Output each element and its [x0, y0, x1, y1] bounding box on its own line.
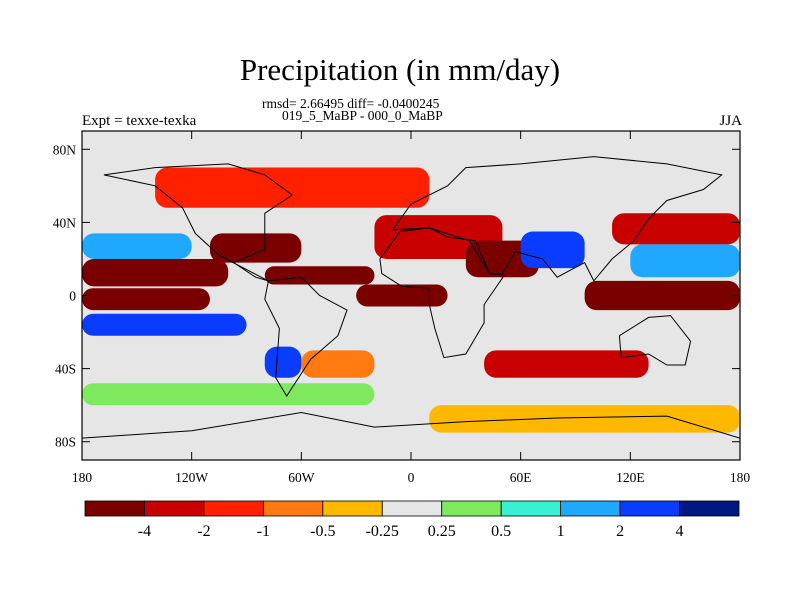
x-tick-label: 120W	[175, 470, 208, 485]
colorbar-swatch	[84, 500, 145, 517]
colorbar-swatch	[441, 500, 502, 517]
colorbar-swatch	[560, 500, 621, 517]
anomaly-region-5	[264, 266, 375, 285]
colorbar-label: -4	[138, 523, 151, 540]
anomaly-region-6	[356, 284, 448, 307]
anomaly-region-4	[209, 233, 302, 263]
colorbar-swatch	[322, 500, 383, 517]
colorbar-swatch	[262, 500, 324, 517]
colorbar-label: 0.25	[428, 523, 456, 540]
colorbar: -4 -2 -1 -0.5 -0.25 0.25 0.5 1 2 4	[84, 500, 740, 540]
x-tick-label: 120E	[616, 470, 645, 485]
anomaly-region-0	[82, 258, 229, 287]
y-tick-label: 0	[69, 289, 76, 304]
map-axes: 180 120W 60W 0 60E 120E 180 80N 40N 0 40S 80S	[53, 131, 751, 485]
anomaly-region-17	[429, 405, 740, 433]
colorbar-label: -0.5	[310, 523, 335, 540]
y-tick-label: 40S	[55, 362, 76, 377]
stats-label: rmsd= 2.66495 diff= -0.0400245	[262, 96, 440, 111]
anomaly-region-9	[520, 231, 585, 269]
colorbar-label: -0.25	[366, 523, 399, 540]
anomaly-region-20	[82, 383, 375, 406]
anomaly-region-10	[584, 280, 740, 311]
coastline-0	[103, 163, 294, 282]
y-tick-label: 40N	[53, 215, 77, 230]
chart-title: Precipitation (in mm/day)	[239, 52, 561, 87]
anomaly-region-12	[630, 244, 740, 278]
coastline-5	[82, 411, 740, 439]
anomaly-region-1	[82, 288, 210, 311]
x-tick-label: 60W	[288, 470, 315, 485]
colorbar-swatch	[381, 500, 443, 517]
anomaly-region-15	[301, 350, 375, 378]
experiment-label: Expt = texxe-texka	[82, 113, 197, 129]
colorbar-swatch	[679, 500, 740, 517]
x-tick-label: 0	[408, 470, 415, 485]
colorbar-swatch	[203, 500, 264, 517]
x-tick-label: 180	[72, 470, 93, 485]
anomaly-region-3	[82, 233, 192, 259]
chart-subtitle: 019_5_MaBP - 000_0_MaBP	[282, 108, 443, 123]
anomaly-region-13	[484, 350, 649, 378]
anomaly-region-18	[82, 131, 740, 150]
y-tick-label: 80S	[55, 435, 76, 450]
colorbar-label: -1	[257, 523, 270, 540]
season-label: JJA	[719, 113, 742, 129]
coastline-3	[379, 227, 506, 359]
y-tick-label: 80N	[53, 142, 77, 157]
anomaly-region-11	[612, 213, 740, 245]
colorbar-swatch	[619, 500, 680, 517]
colorbar-label: 2	[616, 523, 624, 540]
anomaly-region-2	[82, 313, 247, 336]
colorbar-label: 0.5	[491, 523, 511, 540]
anomaly-region-16	[82, 432, 740, 460]
colorbar-label: 1	[557, 523, 565, 540]
x-tick-label: 60E	[510, 470, 532, 485]
colorbar-label: 4	[676, 523, 684, 540]
colorbar-swatch	[500, 500, 562, 517]
coastlines	[82, 156, 740, 439]
map-field	[82, 131, 740, 460]
colorbar-swatch	[144, 500, 205, 517]
x-tick-label: 180	[730, 470, 751, 485]
anomaly-region-19	[155, 167, 430, 208]
coastline-4	[618, 315, 692, 366]
anomaly-region-14	[264, 346, 302, 378]
colorbar-label: -2	[197, 523, 210, 540]
coastline-1	[264, 276, 348, 397]
